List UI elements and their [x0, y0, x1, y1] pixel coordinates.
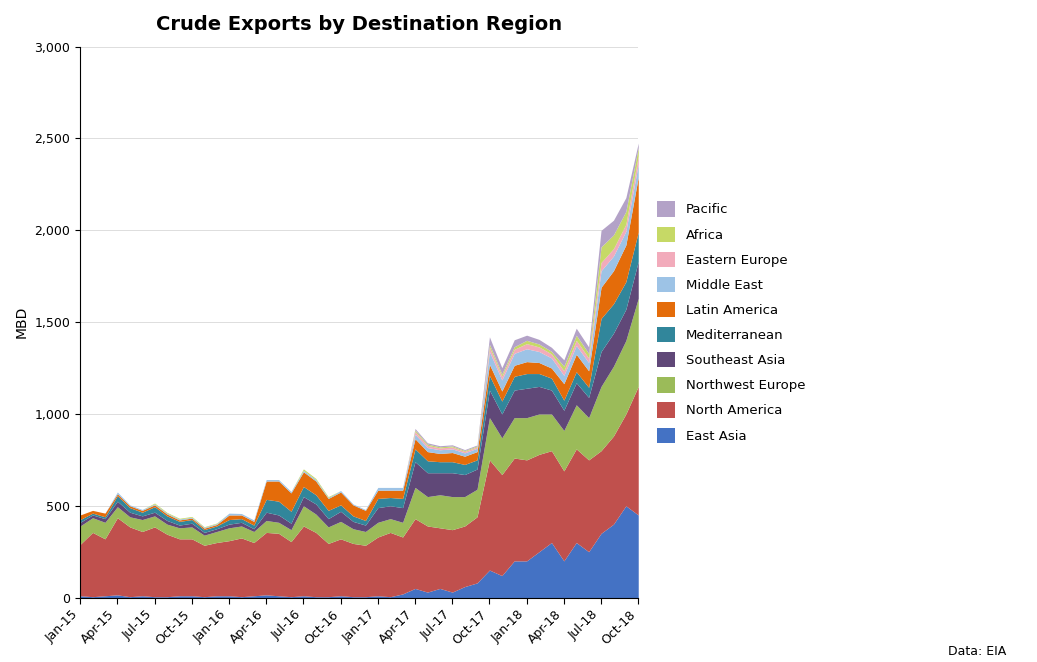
Y-axis label: MBD: MBD [15, 306, 29, 338]
Legend: Pacific, Africa, Eastern Europe, Middle East, Latin America, Mediterranean, Sout: Pacific, Africa, Eastern Europe, Middle … [650, 195, 812, 449]
Title: Crude Exports by Destination Region: Crude Exports by Destination Region [157, 15, 562, 34]
Text: Data: EIA: Data: EIA [948, 645, 1006, 659]
